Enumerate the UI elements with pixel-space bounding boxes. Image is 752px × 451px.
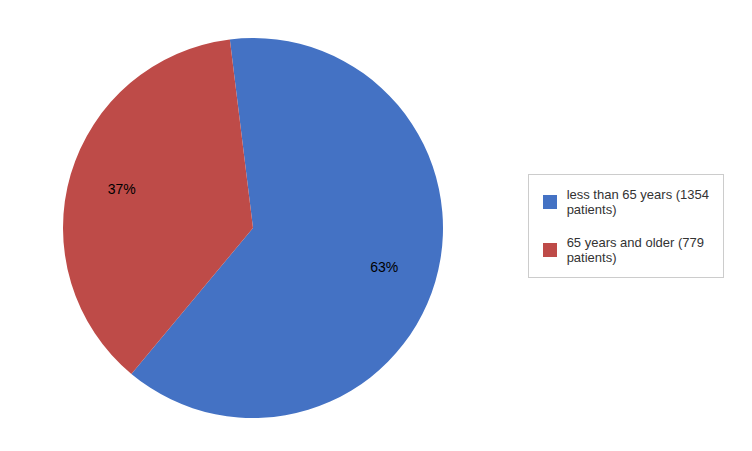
html-text:65 years and older (779: 65 years and older (779 [566,234,704,250]
html-text:patients): patients) [566,249,617,265]
html-text:less than 65 years (1354: less than 65 years (1354 [566,186,709,202]
svg-text:37%: 37% [108,181,136,197]
svg-text:63%: 63% [370,259,398,275]
html-text:patients): patients) [566,201,617,217]
